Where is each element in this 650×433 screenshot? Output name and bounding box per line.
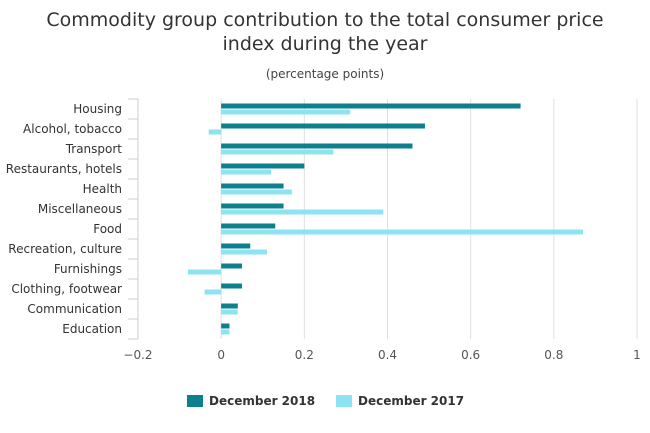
legend-label-december-2018: December 2018 <box>209 394 316 408</box>
x-tick-label: 0.8 <box>544 348 563 362</box>
bar-december-2017-2 <box>221 149 334 155</box>
legend-swatch-december-2018 <box>187 395 203 407</box>
bar-december-2017-9 <box>204 289 222 295</box>
category-label: Recreation, culture <box>8 242 122 256</box>
bar-december-2018-3 <box>221 163 305 169</box>
x-tick-label: 1 <box>633 348 641 362</box>
bar-december-2017-11 <box>221 329 230 335</box>
category-label: Food <box>93 222 122 236</box>
bar-december-2018-4 <box>221 183 284 189</box>
bar-december-2017-0 <box>221 109 351 115</box>
x-tick-label: −0.2 <box>123 348 152 362</box>
bar-december-2018-6 <box>221 223 276 229</box>
category-label: Restaurants, hotels <box>6 162 122 176</box>
category-label: Miscellaneous <box>38 202 122 216</box>
legend-item-december-2018[interactable]: December 2018 <box>187 393 315 409</box>
bar-december-2017-7 <box>221 249 267 255</box>
bar-december-2017-6 <box>221 229 583 235</box>
category-label: Communication <box>27 302 122 316</box>
category-label: Education <box>62 322 122 336</box>
x-tick-label: 0.4 <box>378 348 397 362</box>
x-tick-label: 0.6 <box>461 348 480 362</box>
bar-december-2017-8 <box>187 269 222 275</box>
bar-december-2018-0 <box>221 103 521 109</box>
category-label: Health <box>83 182 122 196</box>
bar-december-2018-2 <box>221 143 413 149</box>
bar-december-2018-11 <box>221 323 230 329</box>
chart-title: Commodity group contribution to the tota… <box>46 9 604 55</box>
bar-december-2017-1 <box>208 129 222 135</box>
bar-december-2018-9 <box>221 283 242 289</box>
bar-december-2018-8 <box>221 263 242 269</box>
category-label: Transport <box>65 142 123 156</box>
x-tick-label: 0 <box>217 348 225 362</box>
bar-december-2018-7 <box>221 243 251 249</box>
legend-label-december-2017: December 2017 <box>358 394 465 408</box>
x-tick-label: 0.2 <box>295 348 314 362</box>
bar-december-2017-3 <box>221 169 272 175</box>
bar-december-2017-4 <box>221 189 292 195</box>
bar-december-2018-5 <box>221 203 284 209</box>
chart-subtitle: (percentage points) <box>265 67 385 81</box>
category-label: Furnishings <box>54 262 122 276</box>
bar-december-2017-10 <box>221 309 238 315</box>
bar-december-2017-5 <box>221 209 384 215</box>
category-label: Clothing, footwear <box>11 282 122 296</box>
bar-december-2018-1 <box>221 123 425 129</box>
legend-swatch-december-2017 <box>336 395 352 407</box>
bar-december-2018-10 <box>221 303 238 309</box>
category-label: Housing <box>73 102 122 116</box>
category-label: Alcohol, tobacco <box>23 122 122 136</box>
legend-item-december-2017[interactable]: December 2017 <box>336 393 464 409</box>
